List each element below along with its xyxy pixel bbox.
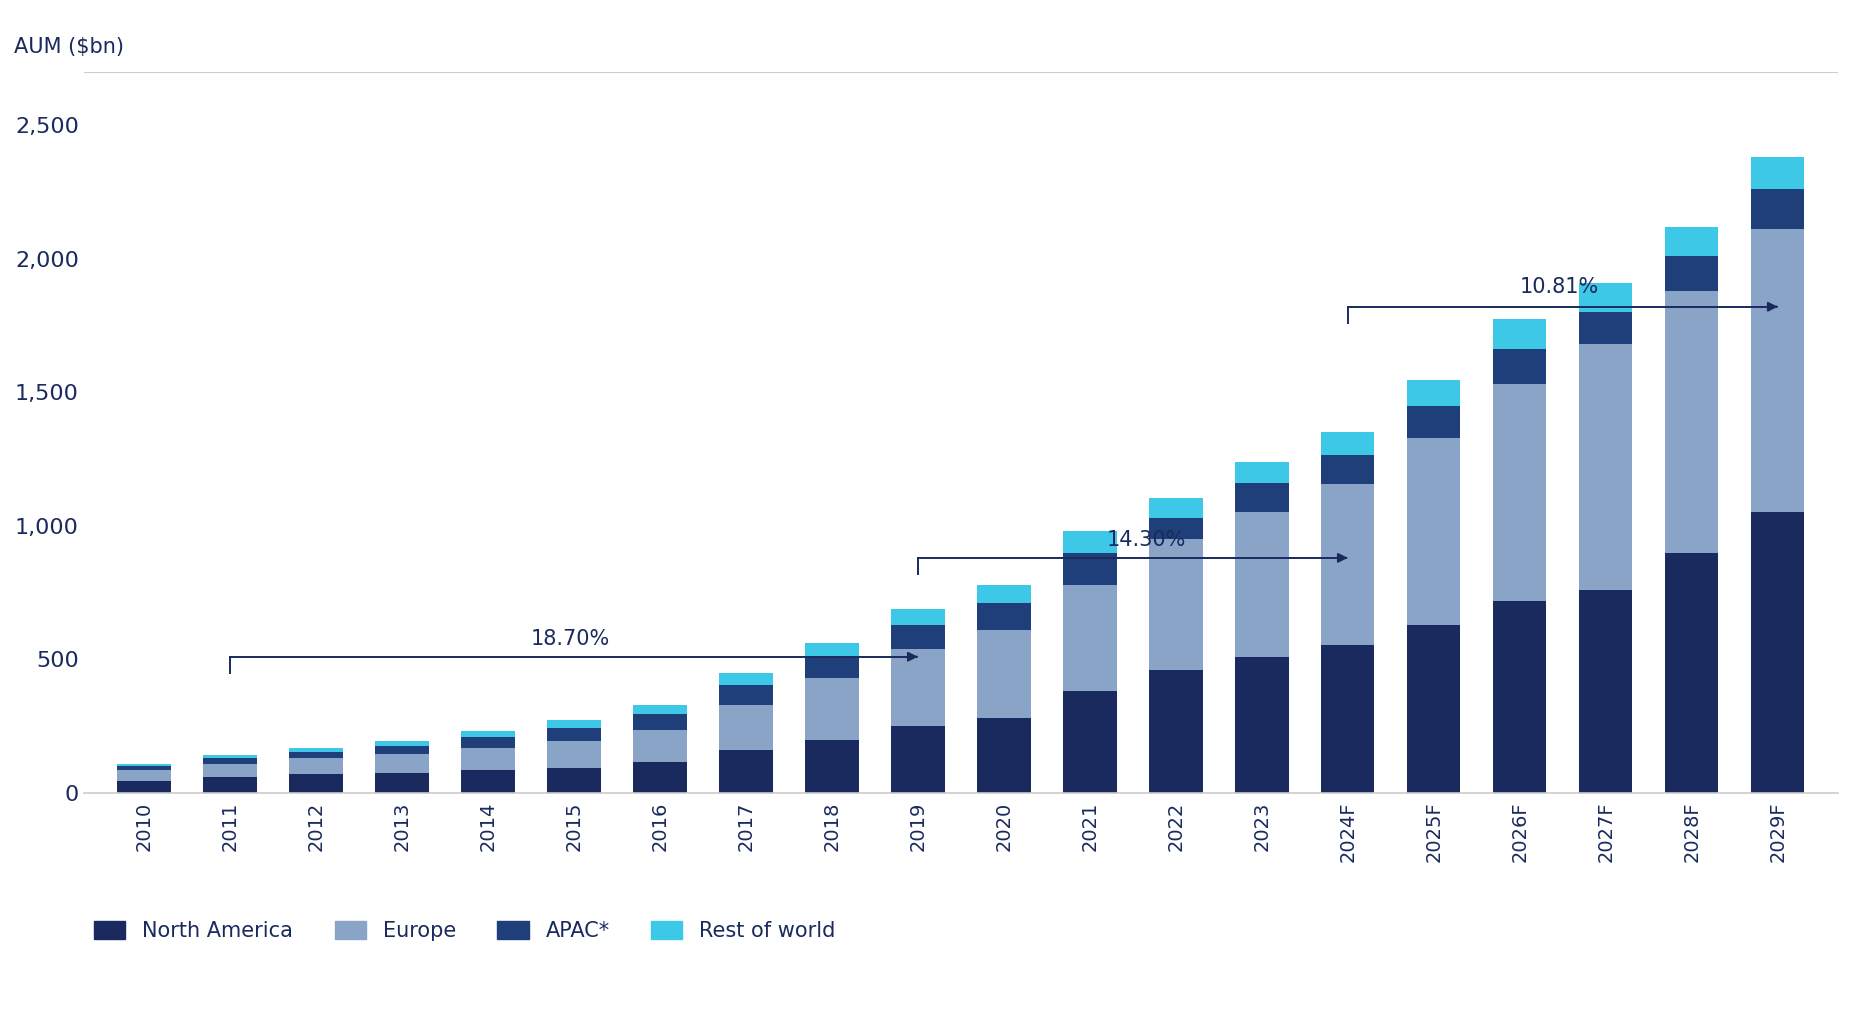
Bar [891, 727, 945, 793]
Bar [1494, 384, 1547, 600]
Bar [117, 770, 170, 781]
Bar [1149, 670, 1203, 793]
Bar [461, 770, 515, 793]
Bar [634, 731, 687, 762]
Bar [891, 609, 945, 625]
Bar [376, 746, 428, 755]
Bar [1751, 189, 1805, 230]
Bar [1579, 283, 1632, 313]
Bar [1236, 512, 1288, 657]
Bar [547, 768, 600, 793]
Bar [891, 649, 945, 727]
Bar [891, 625, 945, 649]
Bar [289, 751, 343, 759]
Bar [719, 750, 773, 793]
Bar [806, 740, 858, 793]
Bar [1149, 518, 1203, 539]
Bar [634, 705, 687, 714]
Bar [1751, 512, 1805, 793]
Bar [376, 755, 428, 773]
Bar [1149, 498, 1203, 518]
Bar [1321, 455, 1375, 484]
Legend: North America, Europe, APAC*, Rest of world: North America, Europe, APAC*, Rest of wo… [95, 921, 836, 941]
Bar [204, 759, 256, 764]
Bar [1666, 227, 1718, 256]
Bar [806, 678, 858, 740]
Bar [634, 714, 687, 731]
Bar [204, 756, 256, 759]
Bar [1406, 625, 1460, 793]
Bar [1666, 291, 1718, 553]
Bar [1751, 157, 1805, 189]
Bar [289, 747, 343, 751]
Text: 18.70%: 18.70% [532, 628, 610, 649]
Bar [1321, 433, 1375, 455]
Bar [1149, 539, 1203, 670]
Bar [977, 718, 1030, 793]
Bar [719, 673, 773, 685]
Bar [1751, 230, 1805, 512]
Bar [117, 781, 170, 793]
Bar [1579, 345, 1632, 590]
Bar [1064, 531, 1117, 553]
Bar [634, 762, 687, 793]
Bar [1406, 438, 1460, 625]
Bar [1494, 350, 1547, 384]
Bar [461, 731, 515, 737]
Bar [1064, 553, 1117, 585]
Bar [719, 685, 773, 705]
Text: 14.30%: 14.30% [1106, 530, 1186, 550]
Bar [1579, 590, 1632, 793]
Bar [376, 741, 428, 746]
Bar [1064, 691, 1117, 793]
Bar [289, 759, 343, 774]
Bar [1064, 585, 1117, 691]
Bar [547, 741, 600, 768]
Bar [461, 737, 515, 747]
Bar [1666, 553, 1718, 793]
Text: 10.81%: 10.81% [1519, 277, 1599, 297]
Bar [1236, 462, 1288, 483]
Bar [806, 644, 858, 657]
Bar [289, 774, 343, 793]
Bar [1321, 484, 1375, 645]
Bar [461, 747, 515, 770]
Bar [1406, 380, 1460, 406]
Bar [117, 764, 170, 766]
Bar [547, 728, 600, 741]
Bar [977, 585, 1030, 603]
Bar [376, 773, 428, 793]
Bar [1494, 600, 1547, 793]
Bar [719, 705, 773, 750]
Bar [204, 777, 256, 793]
Bar [1494, 319, 1547, 350]
Bar [1666, 256, 1718, 291]
Bar [117, 766, 170, 770]
Bar [1406, 406, 1460, 438]
Bar [547, 720, 600, 728]
Bar [977, 630, 1030, 718]
Bar [1236, 657, 1288, 793]
Bar [1321, 645, 1375, 793]
Bar [1579, 313, 1632, 345]
Bar [806, 657, 858, 678]
Bar [204, 764, 256, 777]
Bar [977, 603, 1030, 630]
Bar [1236, 483, 1288, 512]
Text: AUM ($bn): AUM ($bn) [13, 37, 124, 57]
